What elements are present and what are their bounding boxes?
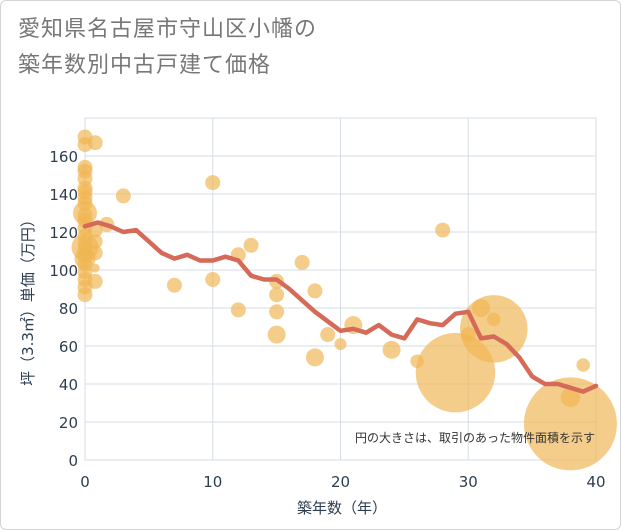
- bubble-point: [334, 338, 347, 351]
- bubble-point: [576, 358, 590, 372]
- y-tick-label: 140: [49, 186, 78, 204]
- grid-lines: [84, 117, 597, 461]
- bubble-point: [87, 245, 103, 261]
- bubble-point: [205, 272, 221, 287]
- axes: 0 10 20 30 40 0 20 40 60 80 100 120 140 160: [49, 148, 605, 491]
- y-tick-label: 0: [68, 452, 78, 470]
- size-note: 円の大きさは、取引のあった物件面積を示す: [355, 430, 595, 445]
- y-axis-title: 坪（3.3㎡）単価（万円）: [19, 212, 37, 386]
- chart-title: 愛知県名古屋市守山区小幡の 築年数別中古戸建て価格: [18, 12, 317, 84]
- bubble-point: [243, 237, 259, 253]
- x-axis-title: 築年数（年）: [297, 499, 387, 517]
- bubble-point: [269, 287, 285, 303]
- y-tick-label: 40: [59, 376, 78, 394]
- bubble-point: [435, 222, 451, 238]
- bubble-point: [320, 327, 336, 343]
- x-tick-label: 10: [203, 473, 222, 491]
- trend-line: [82, 220, 599, 394]
- x-tick-label: 20: [331, 473, 350, 491]
- bubble-point: [230, 302, 246, 318]
- bubble-point: [472, 299, 491, 317]
- bubble-point: [523, 377, 617, 471]
- bubble-point: [87, 273, 103, 289]
- bubble-point: [115, 188, 131, 204]
- y-tick-label: 120: [49, 224, 78, 242]
- bubble-point: [487, 312, 501, 327]
- bubble-point: [166, 277, 182, 293]
- bubble-point: [77, 287, 93, 303]
- y-tick-label: 100: [49, 262, 78, 280]
- bubble-point: [90, 263, 100, 273]
- bubble-point: [87, 135, 103, 151]
- x-tick-label: 40: [586, 473, 605, 491]
- bubble-point: [294, 254, 310, 270]
- y-tick-label: 160: [49, 148, 78, 166]
- x-tick-label: 30: [459, 473, 478, 491]
- y-tick-label: 20: [59, 414, 78, 432]
- bubble-point: [77, 196, 93, 211]
- bubble-point: [307, 283, 323, 299]
- title-line-1: 愛知県名古屋市守山区小幡の: [18, 17, 318, 42]
- bubble-layer: [71, 129, 617, 471]
- bubble-point: [87, 234, 103, 249]
- bubble-point: [267, 325, 286, 344]
- bubble-point: [305, 348, 324, 367]
- trend-line-layer: [82, 220, 599, 394]
- bubble-point: [560, 387, 581, 408]
- bubble-point: [205, 175, 221, 191]
- x-tick-label: 0: [80, 473, 90, 491]
- y-tick-label: 80: [59, 300, 78, 318]
- bubble-point: [410, 354, 424, 368]
- bubble-point: [460, 327, 476, 343]
- bubble-point: [382, 340, 401, 359]
- y-tick-label: 60: [59, 338, 78, 356]
- bubble-point: [269, 304, 285, 320]
- title-line-2: 築年数別中古戸建て価格: [18, 53, 272, 78]
